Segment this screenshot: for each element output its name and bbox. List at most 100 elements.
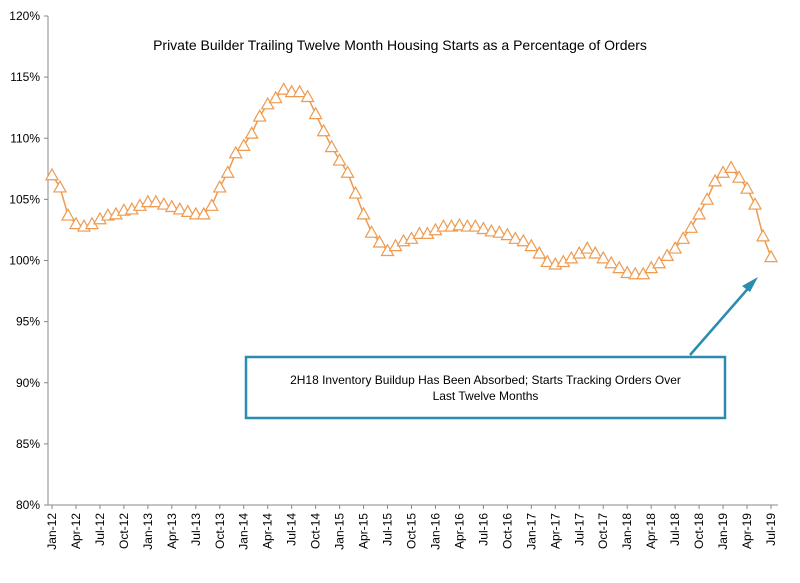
chart-title: Private Builder Trailing Twelve Month Ho… — [153, 37, 647, 53]
x-tick-label: Apr-13 — [165, 513, 179, 549]
marker — [588, 245, 603, 259]
y-tick-label: 80% — [16, 498, 40, 512]
marker — [332, 153, 347, 166]
x-tick-label: Jul-14 — [285, 513, 299, 546]
marker — [308, 106, 323, 120]
marker — [612, 260, 627, 274]
marker — [763, 249, 779, 263]
marker — [652, 255, 667, 269]
marker — [748, 197, 763, 210]
x-tick-label: Oct-17 — [596, 513, 610, 549]
marker — [636, 266, 651, 280]
marker — [516, 233, 531, 247]
marker — [732, 170, 747, 183]
x-tick-label: Oct-15 — [405, 513, 419, 549]
marker — [220, 165, 235, 178]
marker — [324, 139, 339, 153]
x-tick-label: Jan-18 — [620, 513, 634, 550]
x-tick-label: Jul-16 — [476, 513, 490, 546]
series-line — [51, 88, 772, 275]
x-tick-label: Jul-12 — [93, 513, 107, 546]
x-tick-label: Jan-12 — [45, 513, 59, 550]
marker — [660, 248, 675, 262]
marker — [540, 254, 555, 268]
marker — [684, 220, 699, 233]
marker — [532, 245, 547, 259]
x-tick-label: Oct-14 — [309, 513, 323, 549]
annotation-text: Last Twelve Months — [433, 389, 539, 403]
marker — [340, 165, 355, 178]
marker — [212, 179, 227, 193]
marker — [700, 192, 715, 205]
marker — [604, 255, 619, 269]
marker — [524, 238, 539, 252]
marker — [492, 225, 507, 238]
x-tick-label: Oct-12 — [117, 513, 131, 549]
marker — [468, 219, 483, 232]
marker — [372, 234, 387, 248]
x-tick-label: Apr-12 — [69, 513, 83, 549]
x-tick-label: Jul-18 — [668, 513, 682, 546]
y-tick-label: 95% — [16, 315, 40, 329]
y-tick-label: 110% — [10, 131, 40, 145]
marker — [252, 109, 267, 122]
marker — [180, 204, 195, 217]
x-tick-label: Apr-17 — [548, 513, 562, 549]
x-tick-label: Jul-13 — [189, 513, 203, 546]
y-tick-label: 105% — [9, 192, 40, 206]
x-tick-label: Oct-13 — [213, 513, 227, 549]
marker — [740, 181, 755, 194]
marker — [676, 231, 691, 244]
x-tick-label: Apr-16 — [452, 513, 466, 549]
marker — [580, 241, 595, 254]
marker — [196, 206, 211, 220]
marker — [204, 198, 219, 211]
x-tick-label: Jan-13 — [141, 513, 155, 550]
marker — [52, 179, 68, 193]
marker — [476, 221, 491, 235]
x-tick-label: Apr-14 — [261, 513, 275, 549]
marker — [755, 228, 771, 242]
marker — [292, 84, 307, 98]
x-tick-label: Jul-19 — [764, 513, 778, 546]
marker — [244, 126, 259, 139]
marker — [596, 250, 611, 264]
marker — [348, 186, 363, 199]
y-tick-label: 120% — [9, 9, 40, 23]
x-tick-label: Apr-15 — [357, 513, 371, 549]
marker — [268, 90, 283, 104]
marker — [68, 216, 83, 230]
arrow-head — [742, 277, 758, 292]
marker — [620, 265, 635, 279]
marker — [500, 227, 515, 241]
marker — [276, 82, 291, 95]
marker — [228, 145, 243, 159]
marker — [508, 231, 523, 244]
marker — [668, 241, 683, 254]
marker — [692, 206, 707, 220]
x-tick-label: Jan-19 — [716, 513, 730, 550]
x-tick-label: Oct-16 — [500, 513, 514, 549]
x-tick-label: Jul-15 — [381, 513, 395, 546]
marker — [316, 123, 331, 137]
arrow-line — [689, 283, 753, 356]
marker — [708, 173, 723, 187]
annotation-box — [244, 355, 727, 420]
x-tick-label: Jan-14 — [237, 513, 251, 550]
y-tick-label: 85% — [16, 437, 40, 451]
x-tick-label: Oct-18 — [692, 513, 706, 549]
marker — [452, 217, 467, 231]
marker — [300, 89, 315, 103]
marker — [724, 160, 739, 173]
marker — [164, 199, 179, 213]
x-tick-label: Apr-19 — [740, 513, 754, 549]
x-tick-label: Jan-17 — [524, 513, 538, 550]
x-tick-label: Jan-16 — [428, 513, 442, 550]
y-tick-label: 115% — [10, 70, 40, 84]
y-tick-label: 90% — [16, 376, 40, 390]
annotation-text: 2H18 Inventory Buildup Has Been Absorbed… — [290, 373, 681, 387]
marker — [148, 194, 163, 208]
marker — [260, 96, 275, 110]
x-tick-label: Apr-18 — [644, 513, 658, 549]
